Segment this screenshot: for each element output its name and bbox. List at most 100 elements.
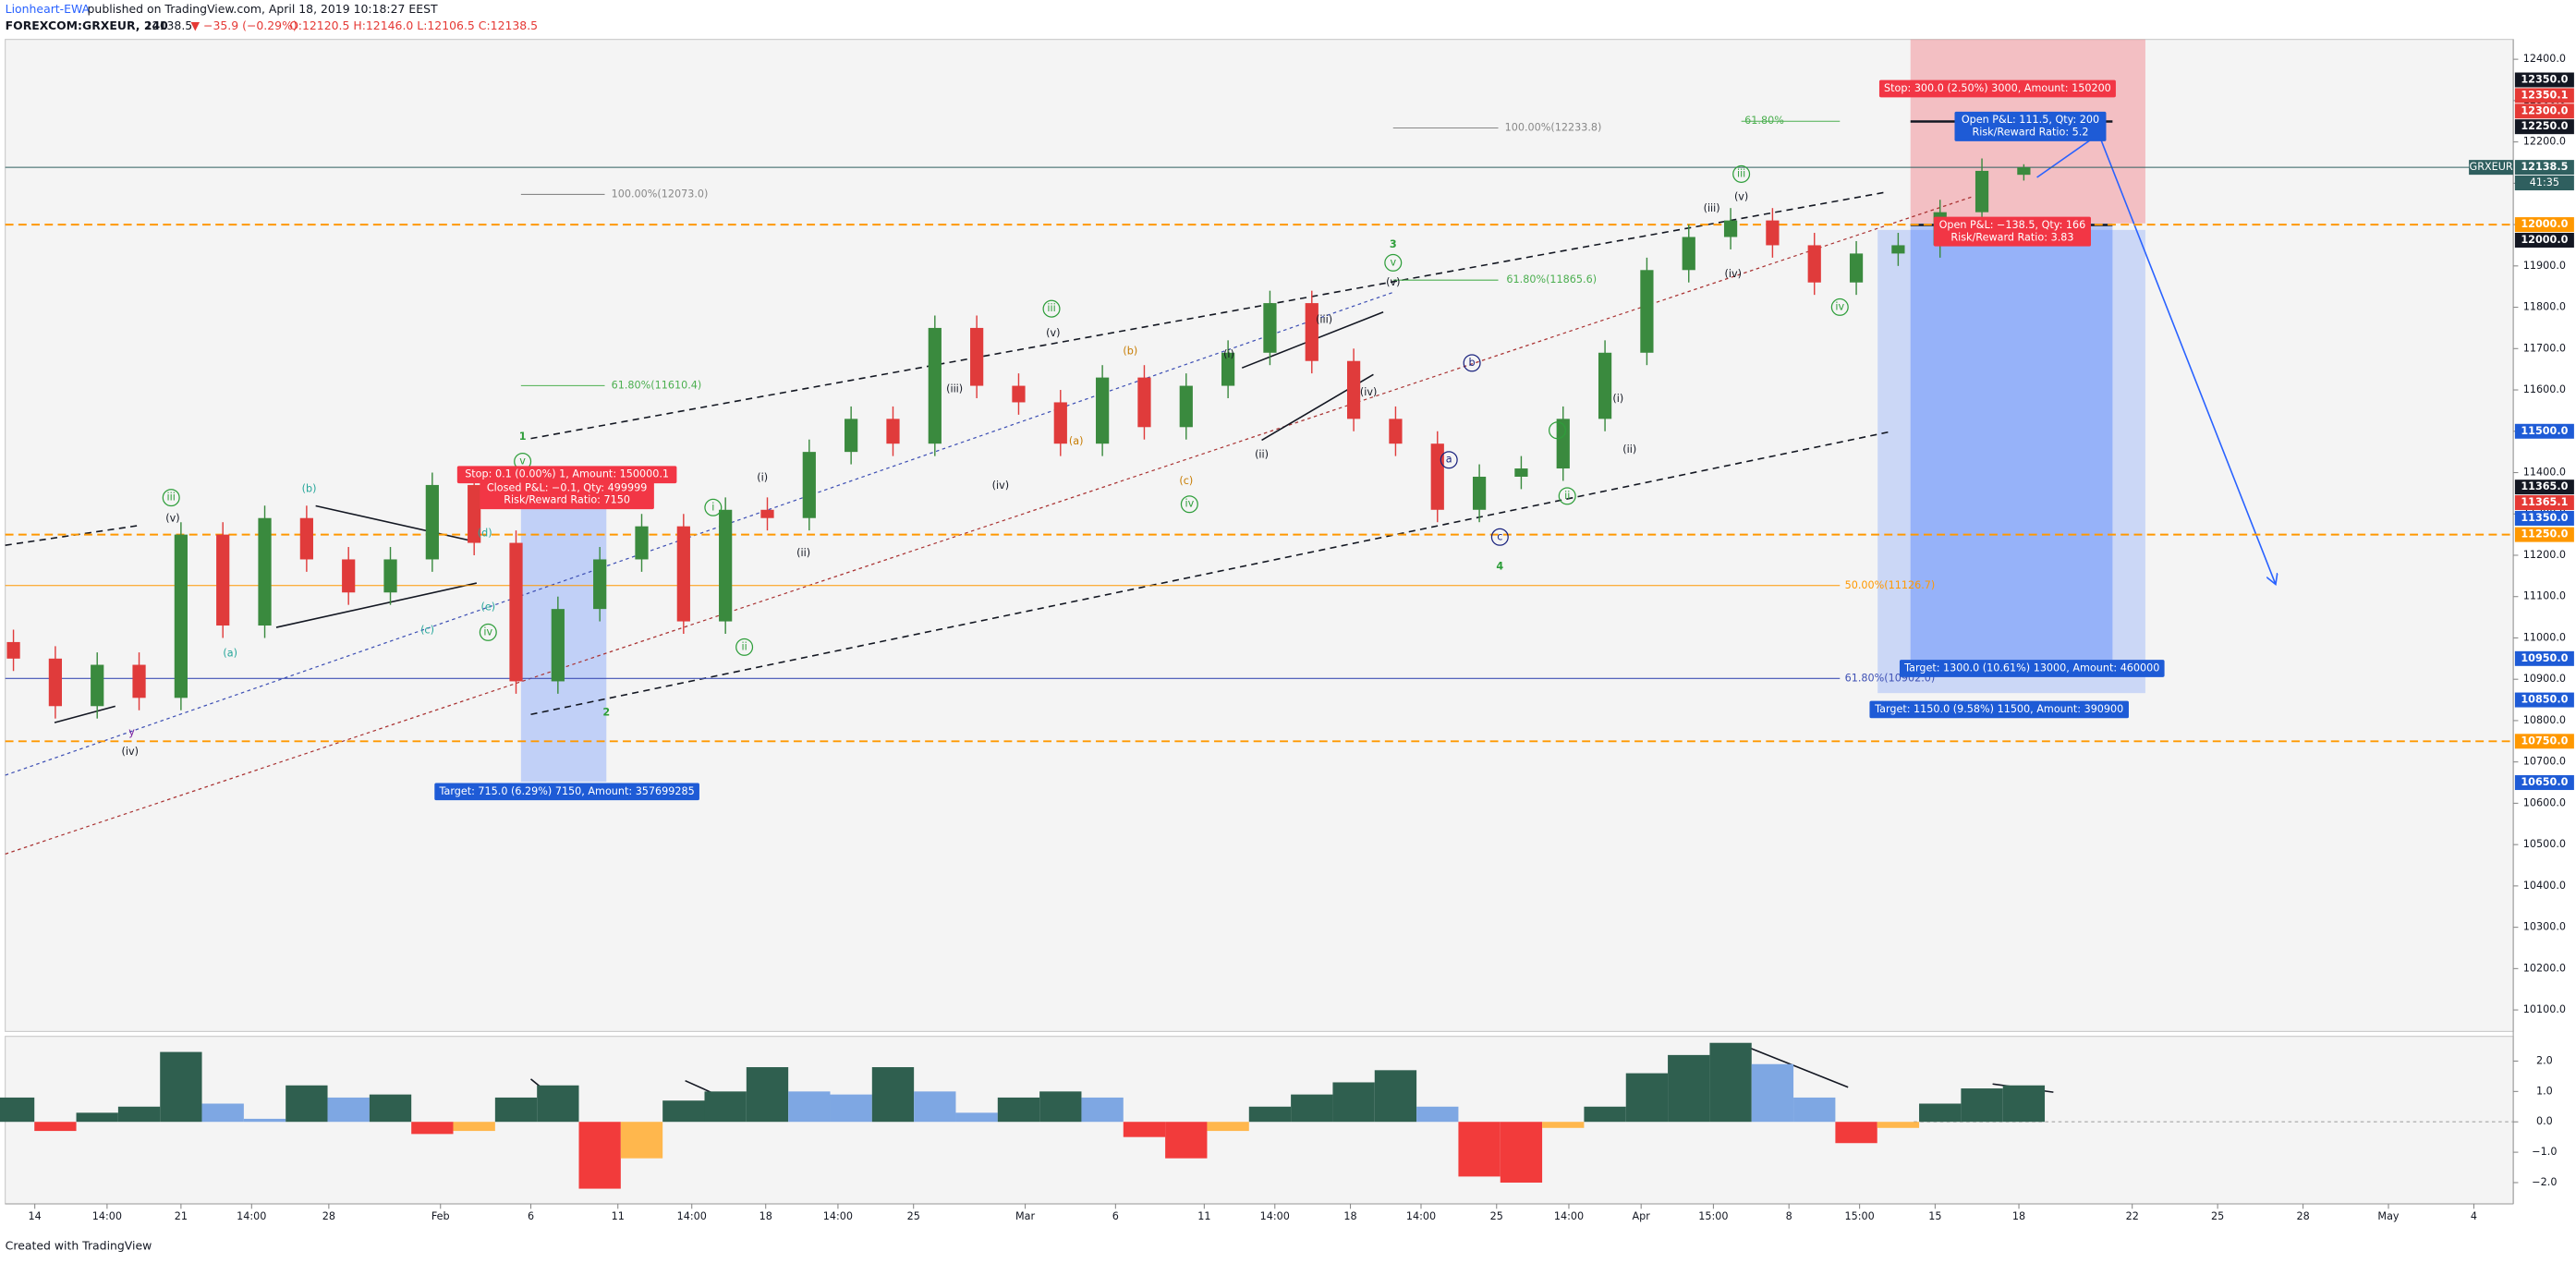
candle-body xyxy=(551,609,565,682)
histogram-bar xyxy=(1919,1103,1962,1123)
fib-label: 50.00%(11126.7) xyxy=(1845,579,1936,591)
wave-circle xyxy=(735,638,754,656)
candle-body xyxy=(6,641,20,659)
histogram-bar xyxy=(243,1118,286,1123)
x-tick-label: 28 xyxy=(322,1210,335,1222)
position-label-box xyxy=(1899,660,2165,677)
wave-label: iv xyxy=(1185,498,1194,510)
position-label-box xyxy=(480,480,654,510)
wave-label: (i) xyxy=(1612,393,1623,405)
y-tick-label: 10700.0 xyxy=(2523,756,2566,768)
wave-label: (b) xyxy=(302,483,317,495)
x-tick-label: 11 xyxy=(612,1210,625,1222)
candle-body xyxy=(2017,167,2031,176)
histogram-bar xyxy=(0,1097,35,1123)
histogram-bar xyxy=(1877,1122,1920,1128)
histogram-bar xyxy=(160,1051,202,1123)
footer[interactable]: Created with TradingView xyxy=(6,1239,152,1253)
wave-label: (iv) xyxy=(1725,268,1742,280)
position-label: Target: 715.0 (6.29%) 7150, Amount: 3576… xyxy=(438,785,694,797)
price-label: 12000.0 xyxy=(2521,218,2568,230)
y-tick-label: 10300.0 xyxy=(2523,921,2566,933)
wave-circle xyxy=(1549,421,1567,440)
histogram-bar xyxy=(1165,1122,1208,1159)
candle-body xyxy=(1598,352,1612,419)
wave-label: c xyxy=(1497,530,1502,542)
price-label-box xyxy=(2514,88,2574,103)
histogram-bar xyxy=(871,1067,915,1123)
price-label: 10850.0 xyxy=(2521,694,2568,706)
x-tick-label: 8 xyxy=(1786,1210,1792,1222)
price-label-box xyxy=(2514,527,2574,542)
histogram-bar xyxy=(1081,1097,1124,1123)
candle-body xyxy=(1682,237,1695,271)
y-tick-label: 11600.0 xyxy=(2523,383,2566,395)
price-label: 12350.0 xyxy=(2521,74,2568,86)
y-tick-label: 0.0 xyxy=(2536,1115,2553,1127)
x-tick-label: 18 xyxy=(2012,1210,2025,1222)
price-label-box xyxy=(2514,119,2574,135)
wave-label: (ii) xyxy=(796,547,810,559)
wave-circle xyxy=(704,498,723,516)
candle-body xyxy=(1807,245,1821,283)
wave-label: (v) xyxy=(1046,327,1060,339)
histogram-bar xyxy=(201,1103,244,1123)
wave-circle xyxy=(1042,299,1061,318)
position-label: Risk/Reward Ratio: 5.2 xyxy=(1972,127,2088,139)
x-tick-label: Mar xyxy=(1015,1210,1036,1222)
position-label: Closed P&L: −0.1, Qty: 499999 xyxy=(487,481,647,493)
wave-circle xyxy=(1732,164,1751,183)
candle-body xyxy=(1263,303,1277,353)
wave-label: (c) xyxy=(1179,475,1193,487)
price-label-box xyxy=(2514,510,2574,526)
y-tick-label: 10500.0 xyxy=(2523,838,2566,850)
candle-body xyxy=(1472,476,1487,510)
wave-label: (iii) xyxy=(1316,314,1332,326)
position-label: Target: 1150.0 (9.58%) 11500, Amount: 39… xyxy=(1874,703,2123,715)
histogram-bar xyxy=(411,1122,454,1135)
candle-body xyxy=(1012,385,1026,403)
histogram-bar xyxy=(997,1097,1040,1123)
candle-body xyxy=(132,664,146,698)
x-tick-label: Apr xyxy=(1633,1210,1651,1222)
candle-body xyxy=(676,526,690,622)
y-tick-label: 1.0 xyxy=(2536,1085,2553,1097)
symbol-tag-box xyxy=(2469,160,2514,176)
wave-label: (ii) xyxy=(1622,443,1636,455)
position-label: Stop: 0.1 (0.00%) 1, Amount: 150000.1 xyxy=(465,468,669,480)
histogram-bar xyxy=(286,1085,328,1123)
wave-label: (a) xyxy=(223,647,237,659)
price-label-box xyxy=(2514,650,2574,666)
y-tick-label: 11200.0 xyxy=(2523,549,2566,561)
candle-body xyxy=(1891,245,1905,254)
symbol-tag: GRXEUR xyxy=(2470,161,2513,173)
histogram-bar xyxy=(453,1122,495,1132)
histogram-bar xyxy=(327,1097,370,1123)
candle-body xyxy=(509,542,523,682)
y-tick-label: 11000.0 xyxy=(2523,631,2566,643)
price-change: ▼ −35.9 (−0.29%) xyxy=(191,18,298,32)
histogram-bar xyxy=(1248,1106,1292,1123)
candle-body xyxy=(1096,377,1110,444)
price-label: 11500.0 xyxy=(2521,425,2568,437)
candle-body xyxy=(1346,360,1361,419)
histogram-bar xyxy=(1709,1042,1752,1123)
target-zone xyxy=(1877,229,2145,694)
author[interactable]: Lionheart-EWA xyxy=(6,2,91,16)
candle-body xyxy=(886,419,900,444)
symbol: FOREXCOM:GRXEUR, 240 xyxy=(6,18,168,32)
histogram-bar xyxy=(830,1094,872,1123)
y-tick-label: −1.0 xyxy=(2532,1146,2557,1158)
position-label: Risk/Reward Ratio: 7150 xyxy=(504,494,630,506)
price-label-box xyxy=(2514,423,2574,439)
histogram-bar xyxy=(1416,1106,1459,1123)
candle-body xyxy=(928,327,942,444)
projection-arrow xyxy=(2094,123,2276,583)
price-label-box xyxy=(2514,160,2574,176)
wave-label: (v) xyxy=(1734,190,1748,202)
y-tick-label: 11700.0 xyxy=(2523,342,2566,354)
wave-label: ii xyxy=(741,640,747,652)
candle-body xyxy=(760,509,774,518)
histogram-bar xyxy=(1374,1070,1417,1123)
